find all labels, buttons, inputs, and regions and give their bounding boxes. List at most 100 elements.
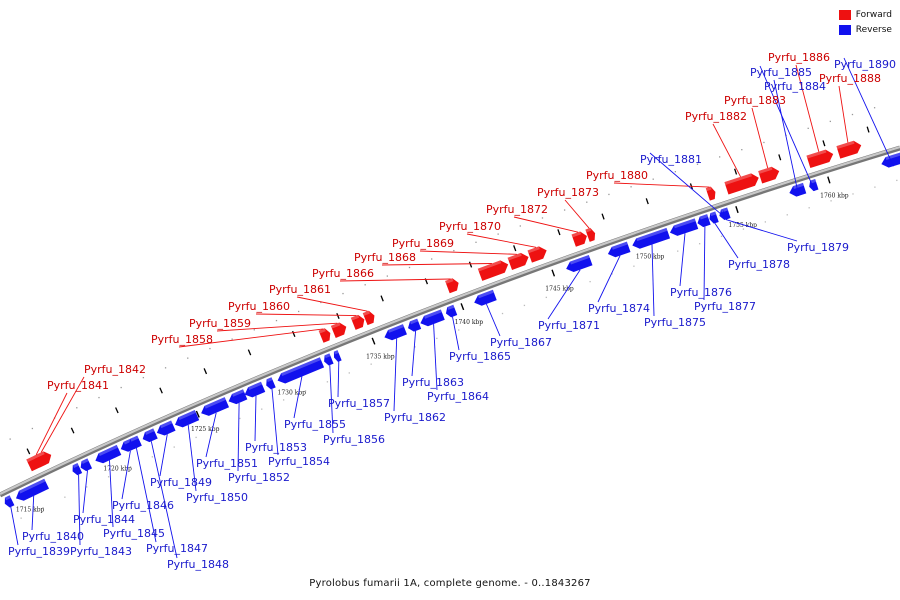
gene-pyrfu-1865[interactable] bbox=[444, 304, 458, 319]
gene-label[interactable]: Pyrfu_1847 bbox=[146, 542, 208, 555]
gene-label[interactable]: Pyrfu_1874 bbox=[588, 302, 650, 315]
gene-label[interactable]: Pyrfu_1862 bbox=[384, 411, 446, 424]
gene-pyrfu-1848[interactable] bbox=[140, 428, 158, 444]
gene-arrow[interactable] bbox=[880, 152, 900, 169]
gene-arrow[interactable] bbox=[758, 165, 781, 184]
gene-arrow[interactable] bbox=[708, 211, 719, 225]
gene-label[interactable]: Pyrfu_1848 bbox=[167, 558, 229, 571]
gene-pyrfu-1850[interactable] bbox=[173, 410, 200, 430]
gene-pyrfu-1849[interactable] bbox=[155, 420, 176, 438]
gene-pyrfu-1839[interactable] bbox=[2, 495, 15, 508]
gene-label[interactable]: Pyrfu_1879 bbox=[787, 241, 849, 254]
gene-label[interactable]: Pyrfu_1882 bbox=[685, 110, 747, 123]
gene-label[interactable]: Pyrfu_1858 bbox=[151, 333, 213, 346]
gene-pyrfu-1880[interactable] bbox=[705, 186, 718, 201]
gene-pyrfu-1882[interactable] bbox=[724, 172, 760, 195]
gene-arrow[interactable] bbox=[226, 389, 248, 406]
gene-pyrfu-1862[interactable] bbox=[382, 324, 407, 342]
gene-pyrfu-1871[interactable] bbox=[564, 254, 593, 274]
gene-arrow[interactable] bbox=[724, 172, 760, 195]
gene-pyrfu-1872[interactable] bbox=[571, 230, 590, 247]
gene-arrow[interactable] bbox=[332, 350, 342, 362]
gene-pyrfu-1873[interactable] bbox=[585, 227, 597, 242]
gene-label[interactable]: Pyrfu_1886 bbox=[768, 51, 830, 64]
gene-label[interactable]: Pyrfu_1840 bbox=[22, 530, 84, 543]
gene-arrow[interactable] bbox=[70, 463, 83, 476]
gene-pyrfu-1843[interactable] bbox=[70, 463, 83, 476]
gene-arrow[interactable] bbox=[155, 420, 176, 438]
gene-pyrfu-1863[interactable] bbox=[406, 318, 422, 334]
gene-label[interactable]: Pyrfu_1877 bbox=[694, 300, 756, 313]
gene-pyrfu-1861[interactable] bbox=[362, 309, 377, 326]
gene-arrow[interactable] bbox=[2, 495, 15, 508]
gene-arrow[interactable] bbox=[93, 444, 122, 466]
gene-arrow[interactable] bbox=[606, 241, 631, 260]
gene-label[interactable]: Pyrfu_1871 bbox=[538, 319, 600, 332]
gene-label[interactable]: Pyrfu_1884 bbox=[764, 80, 826, 93]
gene-label[interactable]: Pyrfu_1850 bbox=[186, 491, 248, 504]
gene-pyrfu-1851[interactable] bbox=[199, 397, 230, 418]
gene-arrow[interactable] bbox=[721, 208, 729, 220]
gene-arrow[interactable] bbox=[350, 313, 367, 330]
gene-arrow[interactable] bbox=[322, 353, 334, 366]
gene-arrow[interactable] bbox=[33, 449, 54, 468]
gene-label[interactable]: Pyrfu_1861 bbox=[269, 283, 331, 296]
gene-arrow[interactable] bbox=[808, 179, 819, 192]
gene-arrow[interactable] bbox=[318, 327, 333, 343]
gene-label[interactable]: Pyrfu_1856 bbox=[323, 433, 385, 446]
gene-label[interactable]: Pyrfu_1841 bbox=[47, 379, 109, 392]
gene-arrow[interactable] bbox=[199, 397, 230, 418]
gene-label[interactable]: Pyrfu_1863 bbox=[402, 376, 464, 389]
gene-label[interactable]: Pyrfu_1855 bbox=[284, 418, 346, 431]
gene-pyrfu-1874[interactable] bbox=[606, 241, 631, 260]
gene-arrow[interactable] bbox=[173, 410, 200, 430]
gene-pyrfu-1886[interactable] bbox=[806, 148, 835, 169]
gene-arrow[interactable] bbox=[406, 318, 422, 334]
gene-arrow[interactable] bbox=[477, 258, 511, 281]
gene-label[interactable]: Pyrfu_1873 bbox=[537, 186, 599, 199]
gene-label[interactable]: Pyrfu_1880 bbox=[586, 169, 648, 182]
gene-arrow[interactable] bbox=[243, 381, 266, 400]
gene-label[interactable]: Pyrfu_1854 bbox=[268, 455, 330, 468]
gene-arrow[interactable] bbox=[696, 214, 711, 228]
gene-label[interactable]: Pyrfu_1860 bbox=[228, 300, 290, 313]
gene-label[interactable]: Pyrfu_1864 bbox=[427, 390, 489, 403]
gene-arrow[interactable] bbox=[585, 227, 597, 242]
gene-label[interactable]: Pyrfu_1872 bbox=[486, 203, 548, 216]
gene-pyrfu-1847[interactable] bbox=[126, 435, 142, 451]
gene-label[interactable]: Pyrfu_1846 bbox=[112, 499, 174, 512]
gene-pyrfu-1868[interactable] bbox=[477, 258, 511, 281]
gene-arrow[interactable] bbox=[14, 478, 50, 504]
gene-label[interactable]: Pyrfu_1883 bbox=[724, 94, 786, 107]
gene-arrow[interactable] bbox=[140, 428, 158, 444]
gene-pyrfu-1856[interactable] bbox=[322, 353, 334, 366]
gene-pyrfu-1875[interactable] bbox=[631, 227, 671, 251]
gene-arrow[interactable] bbox=[444, 304, 458, 319]
gene-pyrfu-1845[interactable] bbox=[93, 444, 122, 466]
gene-label[interactable]: Pyrfu_1845 bbox=[103, 527, 165, 540]
gene-label[interactable]: Pyrfu_1843 bbox=[70, 545, 132, 558]
gene-label[interactable]: Pyrfu_1890 bbox=[834, 58, 896, 71]
gene-arrow[interactable] bbox=[445, 277, 461, 294]
gene-pyrfu-1842[interactable] bbox=[33, 449, 54, 468]
gene-arrow[interactable] bbox=[78, 458, 93, 472]
gene-pyrfu-1855[interactable] bbox=[276, 357, 325, 385]
gene-arrow[interactable] bbox=[330, 321, 349, 338]
gene-pyrfu-1852[interactable] bbox=[226, 389, 248, 406]
gene-arrow[interactable] bbox=[571, 230, 590, 247]
gene-pyrfu-1853[interactable] bbox=[243, 381, 266, 400]
gene-label[interactable]: Pyrfu_1839 bbox=[8, 545, 70, 558]
gene-arrow[interactable] bbox=[705, 186, 718, 201]
gene-arrow[interactable] bbox=[472, 289, 497, 308]
gene-label[interactable]: Pyrfu_1844 bbox=[73, 513, 135, 526]
gene-arrow[interactable] bbox=[507, 251, 531, 270]
gene-pyrfu-1844[interactable] bbox=[78, 458, 93, 472]
gene-pyrfu-1857[interactable] bbox=[332, 350, 342, 362]
gene-label[interactable]: Pyrfu_1859 bbox=[189, 317, 251, 330]
gene-label[interactable]: Pyrfu_1867 bbox=[490, 336, 552, 349]
gene-label[interactable]: Pyrfu_1866 bbox=[312, 267, 374, 280]
gene-pyrfu-1867[interactable] bbox=[472, 289, 497, 308]
gene-arrow[interactable] bbox=[631, 227, 671, 251]
gene-label[interactable]: Pyrfu_1881 bbox=[640, 153, 702, 166]
gene-pyrfu-1859[interactable] bbox=[330, 321, 349, 338]
